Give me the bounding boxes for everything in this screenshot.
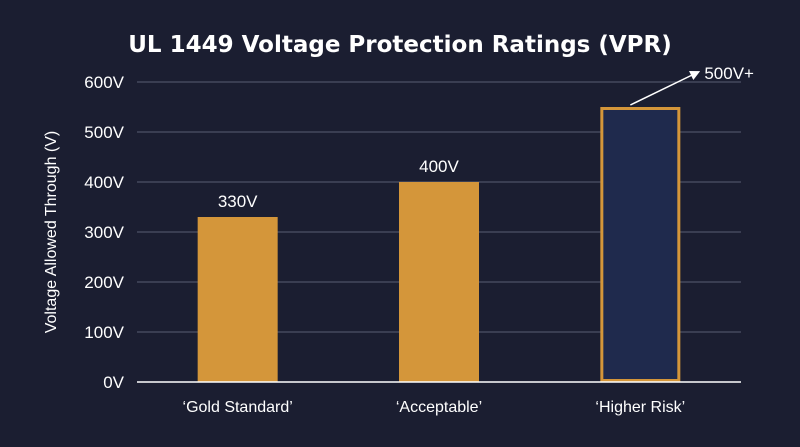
bars bbox=[197, 107, 681, 382]
y-tick-label: 0V bbox=[103, 373, 124, 392]
chart-title: UL 1449 Voltage Protection Ratings (VPR) bbox=[128, 32, 672, 58]
callout-arrow bbox=[630, 70, 701, 106]
y-tick-label: 600V bbox=[84, 73, 124, 92]
y-tick-label: 400V bbox=[84, 173, 124, 192]
y-axis-label: Voltage Allowed Through (V) bbox=[43, 131, 60, 334]
bar bbox=[600, 107, 681, 382]
y-tick-label: 100V bbox=[84, 323, 124, 342]
data-label: 400V bbox=[419, 157, 459, 176]
bar bbox=[197, 217, 278, 382]
x-tick-label: ‘Acceptable’ bbox=[396, 399, 482, 416]
x-tick-label: ‘Higher Risk’ bbox=[595, 399, 685, 416]
y-axis-ticks: 0V 100V 200V 300V 400V 500V 600V bbox=[84, 73, 124, 392]
x-tick-label: ‘Gold Standard’ bbox=[183, 399, 293, 416]
data-label: 330V bbox=[218, 192, 258, 211]
data-label: 500V+ bbox=[704, 64, 754, 83]
y-tick-label: 200V bbox=[84, 273, 124, 292]
x-axis-ticks: ‘Gold Standard’ ‘Acceptable’ ‘Higher Risk’ bbox=[183, 399, 686, 416]
data-labels: 330V 400V 500V+ bbox=[218, 64, 754, 211]
y-tick-label: 500V bbox=[84, 123, 124, 142]
bar bbox=[399, 182, 479, 382]
y-tick-label: 300V bbox=[84, 223, 124, 242]
